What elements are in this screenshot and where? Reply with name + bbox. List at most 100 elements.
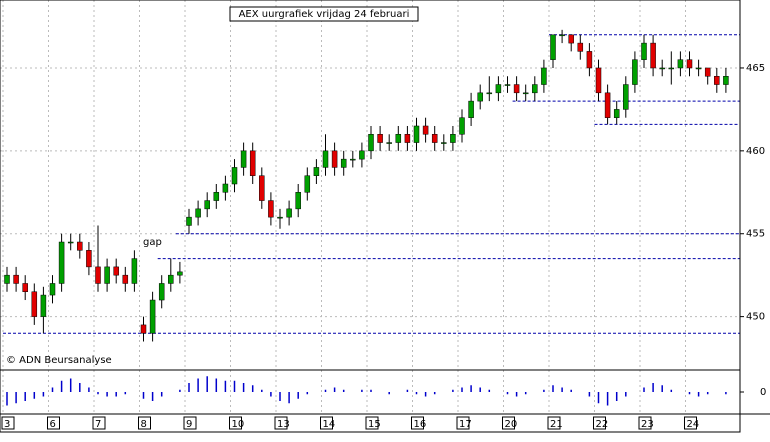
x-tick-box [274,416,288,430]
candle-body [677,59,684,69]
x-tick-box [47,416,60,430]
candle-body [331,150,338,168]
candle-body [95,266,101,284]
x-tick-box [593,416,606,430]
candle-body [204,200,210,210]
x-tick-label: 21 [550,419,563,430]
candle-body [695,67,702,70]
candle-body [659,67,665,70]
x-tick-box [411,416,424,430]
candle-body [668,67,675,70]
candle-body [177,271,183,276]
candle-body [140,324,147,334]
credit: © ADN Beursanalyse [6,355,112,366]
x-tick-box [320,416,333,430]
candle-body [650,42,656,69]
candle-body [67,241,74,244]
y-tick-label: 465 [746,63,765,74]
candle-body [723,76,729,85]
candle-body [268,200,274,218]
x-tick-label: 13 [277,419,290,430]
x-tick-box [456,416,470,430]
x-tick-label: 7 [95,419,101,430]
x-tick-box [92,416,106,430]
candle-body [122,274,129,284]
x-tick-box [638,416,652,430]
x-tick-box [229,416,242,430]
candle-body [186,216,192,226]
candle-body [359,150,365,160]
x-tick-label: 22 [596,419,609,430]
candle-body [431,134,438,143]
candle-body [313,167,320,176]
candle-body [286,208,292,218]
candle-body [58,241,65,284]
y-tick-label: 460 [746,146,765,157]
candle-body [104,266,110,284]
chart-title: AEX uurgrafiek vrijdag 24 februari [239,9,410,20]
candle-body [386,142,392,144]
x-tick-box [365,416,379,430]
x-tick-box [138,416,151,430]
candle-body [277,216,283,219]
x-tick-box [547,416,561,430]
x-tick-label: 23 [641,419,654,430]
candle-body [468,100,474,118]
candle-body [40,294,47,317]
candle-body [577,42,584,52]
candle-body [149,299,156,334]
x-tick-label: 16 [414,419,427,430]
candle-body [113,266,119,276]
candle-body [168,274,174,284]
frame [0,0,741,433]
candle-body [604,92,611,118]
title-box [229,6,419,22]
candle-body [350,158,356,161]
x-tick-box [684,416,697,430]
candle-body [532,84,538,94]
x-tick-label: 15 [368,419,381,430]
candle-body [77,241,83,251]
candle-body [513,84,520,94]
candle-body [240,150,247,168]
x-tick-label: 6 [50,419,56,430]
candle-body [249,150,256,176]
candle-body [504,84,511,86]
candle-body [714,76,720,85]
candle-body [641,42,647,60]
candle-body [595,67,602,94]
x-tick-box [502,416,515,430]
candle-body [158,283,165,301]
candle-body [586,51,593,69]
candle-body [195,208,201,218]
x-tick-label: 8 [141,419,147,430]
candle-body [322,150,329,168]
candle-body [486,92,493,95]
x-tick-box [183,416,197,430]
candle-body [304,175,311,193]
x-tick-label: 14 [323,419,336,430]
candle-body [477,92,483,102]
candle-body [404,134,411,143]
candle-body [522,92,529,95]
candle-body [368,134,374,152]
candle-body [422,125,429,135]
candle-body [22,283,28,292]
candle-body [413,125,420,143]
x-tick-label: 9 [186,419,192,430]
candle-body [441,142,447,144]
candle-body [623,84,629,110]
candle-body [222,183,229,193]
x-tick-label: 3 [4,419,10,430]
candle-body [31,291,38,317]
candle-body [131,258,138,284]
annotation: gap [143,237,162,248]
candle-body [568,34,574,44]
candle-body [86,250,92,268]
x-tick-label: 10 [232,419,245,430]
candle-body [231,167,238,185]
candle-body [541,67,547,85]
candle-body [213,192,220,201]
y-tick-label: 450 [746,312,765,323]
